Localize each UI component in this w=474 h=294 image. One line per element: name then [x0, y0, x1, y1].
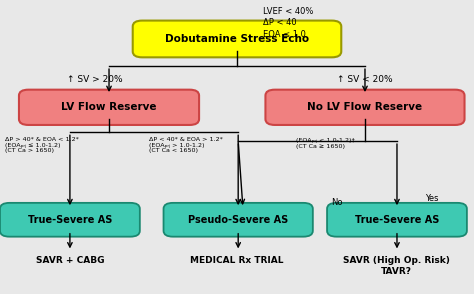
Text: True-Severe AS: True-Severe AS: [355, 215, 439, 225]
Text: Dobutamine Stress Echo: Dobutamine Stress Echo: [165, 34, 309, 44]
Text: Pseudo-Severe AS: Pseudo-Severe AS: [188, 215, 288, 225]
FancyBboxPatch shape: [133, 21, 341, 57]
Text: LV Flow Reserve: LV Flow Reserve: [61, 102, 157, 112]
Text: ΔP < 40* & EOA > 1.2*
(EOAₚᵣⱼ > 1.0-1.2)
(CT Ca < 1650): ΔP < 40* & EOA > 1.2* (EOAₚᵣⱼ > 1.0-1.2)…: [149, 137, 223, 153]
Text: SAVR (High Op. Risk)
TAVR?: SAVR (High Op. Risk) TAVR?: [343, 256, 450, 276]
FancyBboxPatch shape: [164, 203, 313, 237]
FancyBboxPatch shape: [327, 203, 467, 237]
Text: MEDICAL Rx TRIAL: MEDICAL Rx TRIAL: [190, 256, 284, 265]
Text: True-Severe AS: True-Severe AS: [27, 215, 112, 225]
FancyBboxPatch shape: [19, 90, 199, 125]
Text: No LV Flow Reserve: No LV Flow Reserve: [308, 102, 422, 112]
Text: No: No: [331, 198, 342, 207]
Text: ↑ SV > 20%: ↑ SV > 20%: [67, 76, 123, 84]
Text: Yes: Yes: [425, 194, 438, 203]
Text: LVEF < 40%
ΔP < 40
EOA ≤ 1.0: LVEF < 40% ΔP < 40 EOA ≤ 1.0: [263, 7, 313, 39]
Text: (EOAₚᵣⱼ < 1.0-1.2)†
(CT Ca ≥ 1650): (EOAₚᵣⱼ < 1.0-1.2)† (CT Ca ≥ 1650): [296, 138, 355, 149]
Text: SAVR + CABG: SAVR + CABG: [36, 256, 104, 265]
FancyBboxPatch shape: [0, 203, 140, 237]
Text: ΔP > 40* & EOA < 1.2*
(EOAₚᵣⱼ ≤ 1.0-1.2)
(CT Ca > 1650): ΔP > 40* & EOA < 1.2* (EOAₚᵣⱼ ≤ 1.0-1.2)…: [5, 137, 79, 153]
FancyBboxPatch shape: [265, 90, 465, 125]
Text: ↑ SV < 20%: ↑ SV < 20%: [337, 76, 393, 84]
